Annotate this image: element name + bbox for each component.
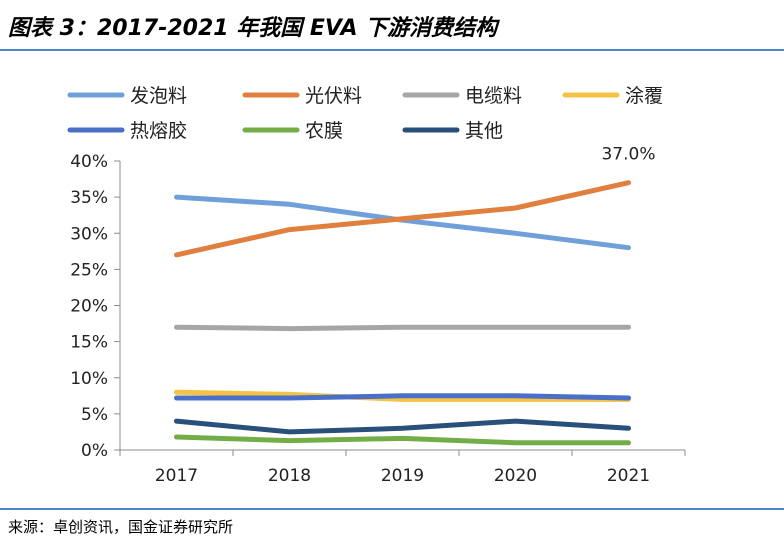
x-tick-label: 2021 — [607, 466, 650, 486]
legend-label: 热熔胶 — [130, 120, 187, 142]
y-tick-label: 15% — [70, 333, 108, 353]
x-tick-label: 2019 — [381, 466, 424, 486]
y-tick-label: 0% — [81, 441, 108, 461]
y-tick-label: 35% — [70, 188, 108, 208]
figure-header: 图表 3：2017-2021 年我国 EVA 下游消费结构 — [0, 0, 784, 51]
x-tick-label: 2018 — [268, 466, 311, 486]
series-line — [174, 389, 631, 402]
series-line — [174, 418, 631, 435]
x-tick-label: 2020 — [494, 466, 537, 486]
source-note: 来源：卓创资讯，国金证券研究所 — [8, 518, 234, 536]
y-tick-label: 20% — [70, 297, 108, 317]
series-line — [174, 393, 631, 401]
x-tick-label: 2017 — [155, 466, 198, 486]
title-divider — [0, 49, 784, 51]
legend-label: 涂覆 — [625, 85, 663, 107]
y-tick-label: 30% — [70, 224, 108, 244]
series-line — [174, 434, 631, 446]
y-tick-label: 40% — [70, 152, 108, 172]
legend-label: 其他 — [465, 120, 503, 142]
legend-label: 农膜 — [305, 120, 343, 142]
legend-label: 光伏料 — [305, 85, 362, 107]
y-tick-label: 5% — [81, 405, 108, 425]
y-tick-label: 25% — [70, 260, 108, 280]
legend-label: 发泡料 — [130, 85, 187, 107]
line-chart: 0% 5% 10% 15% 20% 25% 30% 35% 40% 2017 2018 2019 202… — [0, 52, 784, 510]
y-tick-label: 10% — [70, 369, 108, 389]
figure-title: 图表 3：2017-2021 年我国 EVA 下游消费结构 — [8, 16, 498, 41]
series-line — [174, 180, 631, 258]
source-divider — [0, 508, 784, 510]
data-label: 37.0% — [601, 145, 655, 165]
legend-label: 电缆料 — [465, 85, 522, 107]
chart-svg: 0% 5% 10% 15% 20% 25% 30% 35% 40% 2017 2018 2019 202… — [67, 85, 686, 486]
series-line — [174, 324, 631, 332]
